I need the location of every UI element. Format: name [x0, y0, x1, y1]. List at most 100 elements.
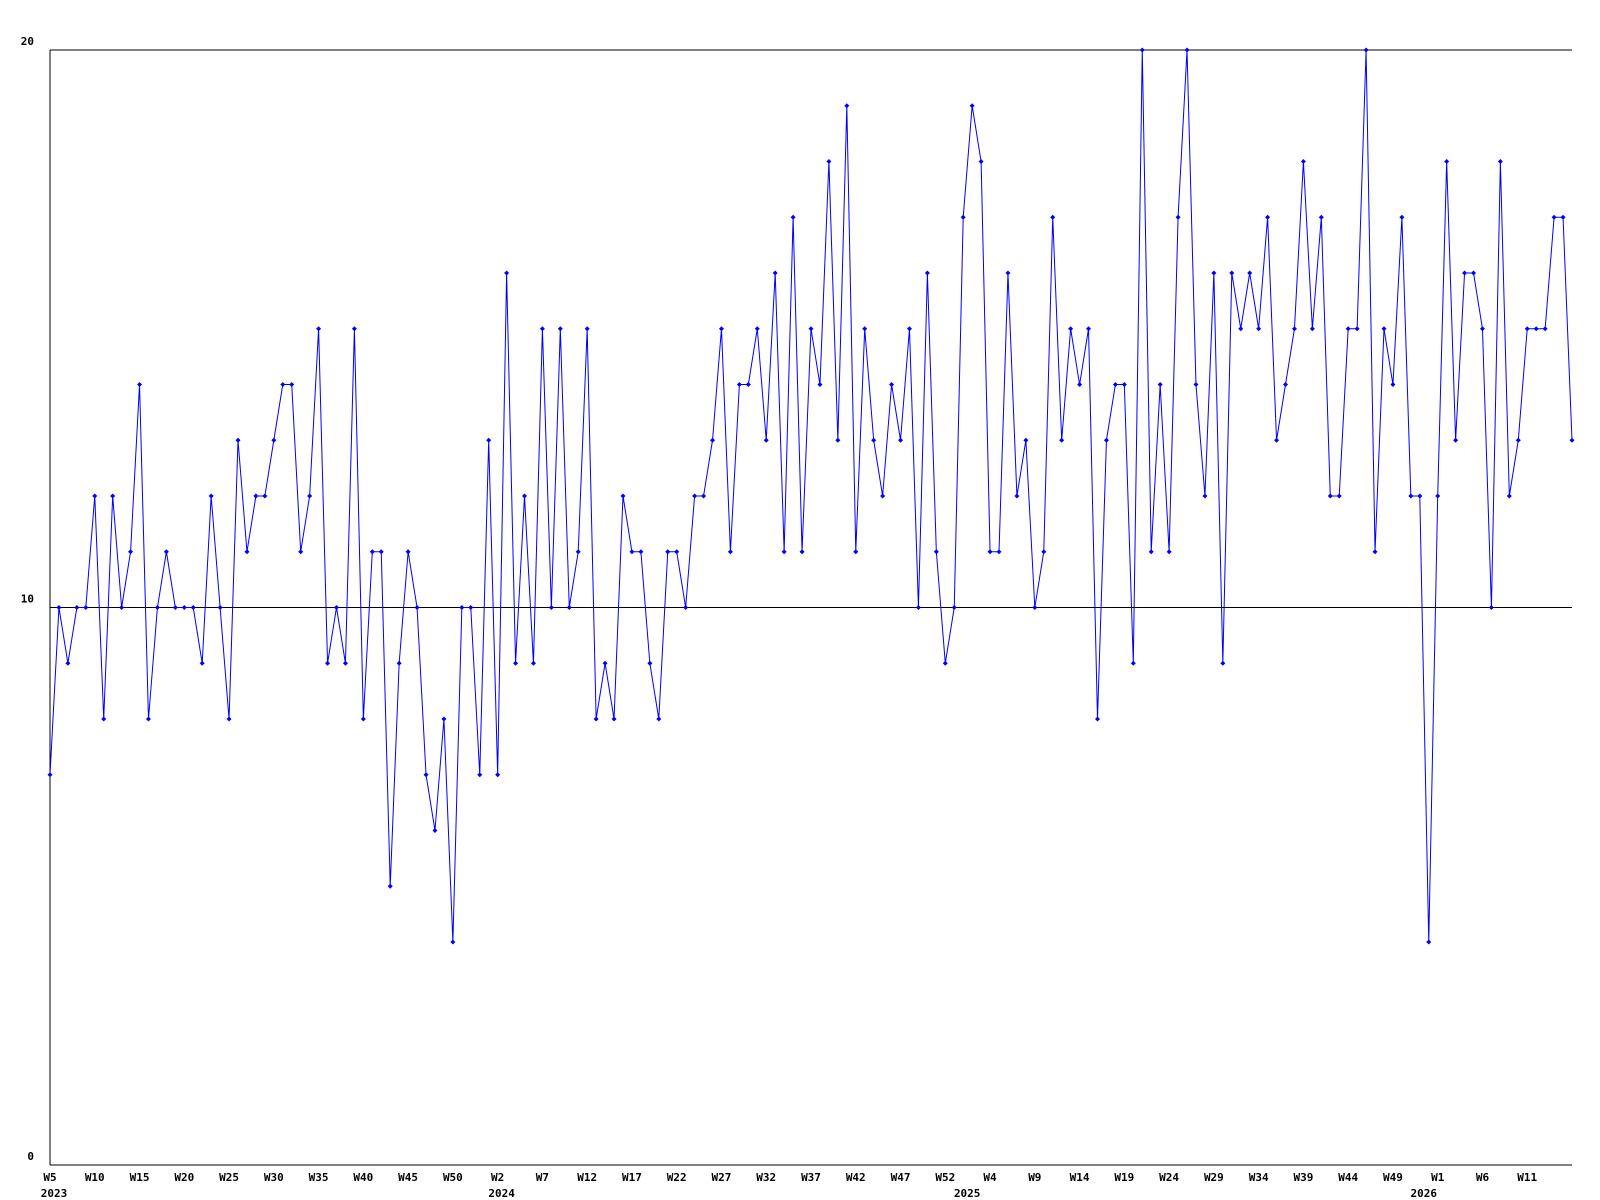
- data-point: [1193, 382, 1199, 387]
- data-point: [566, 605, 572, 610]
- data-point: [378, 549, 384, 555]
- data-point: [1444, 159, 1450, 164]
- data-point: [190, 605, 196, 610]
- data-point: [450, 939, 456, 945]
- data-point: [1309, 326, 1315, 332]
- data-point: [575, 549, 581, 555]
- year-label: 2026: [1411, 1187, 1438, 1200]
- data-point: [1542, 326, 1548, 332]
- data-point: [1265, 214, 1271, 220]
- data-point: [172, 605, 178, 610]
- data-point: [316, 326, 322, 332]
- data-point: [468, 605, 474, 610]
- x-tick-label: W20: [174, 1171, 194, 1184]
- data-point: [799, 549, 805, 555]
- data-point: [1256, 326, 1262, 332]
- y-tick-label: 10: [21, 593, 34, 606]
- data-point: [665, 549, 671, 555]
- data-point: [593, 716, 599, 722]
- data-point: [477, 772, 483, 778]
- data-point: [119, 605, 125, 610]
- data-point: [754, 326, 760, 332]
- data-point: [235, 437, 241, 443]
- data-point: [557, 326, 563, 332]
- data-point: [584, 326, 590, 332]
- data-point: [1274, 437, 1280, 443]
- data-point: [1318, 214, 1324, 220]
- data-point: [1130, 660, 1136, 666]
- data-point: [1372, 549, 1378, 555]
- data-point: [933, 549, 939, 555]
- data-point: [1014, 493, 1020, 499]
- data-point: [271, 437, 277, 443]
- data-point: [1515, 437, 1521, 443]
- data-point: [951, 605, 957, 610]
- x-tick-label: W4: [983, 1171, 997, 1184]
- data-point: [539, 326, 545, 332]
- data-point: [360, 716, 366, 722]
- x-tick-label: W52: [935, 1171, 955, 1184]
- data-point: [369, 549, 375, 555]
- data-point: [1524, 326, 1530, 332]
- x-tick-label: W40: [353, 1171, 373, 1184]
- data-point: [163, 549, 169, 555]
- x-tick-label: W19: [1114, 1171, 1134, 1184]
- x-tick-label: W10: [85, 1171, 105, 1184]
- data-line: [49, 49, 1573, 943]
- year-label: 2025: [954, 1187, 981, 1200]
- x-tick-label: W27: [712, 1171, 732, 1184]
- data-point: [1166, 549, 1172, 555]
- data-point: [208, 493, 214, 499]
- data-point: [432, 828, 438, 833]
- data-point: [459, 605, 465, 610]
- data-point: [1041, 549, 1047, 555]
- data-point: [351, 326, 357, 332]
- data-point: [1354, 326, 1360, 332]
- data-point: [692, 493, 698, 499]
- data-point: [1399, 214, 1405, 220]
- data-point: [513, 660, 519, 666]
- data-point: [1112, 382, 1118, 387]
- data-point: [1426, 939, 1432, 945]
- data-point: [1533, 326, 1539, 332]
- data-point: [602, 660, 608, 666]
- x-tick-label: W14: [1070, 1171, 1090, 1184]
- data-point: [674, 549, 680, 555]
- data-point: [1506, 493, 1512, 499]
- data-point: [1479, 326, 1485, 332]
- data-point: [683, 605, 689, 610]
- year-label: 2023: [41, 1187, 68, 1200]
- data-point: [414, 605, 420, 610]
- x-tick-label: W34: [1249, 1171, 1269, 1184]
- data-point: [137, 382, 143, 387]
- data-point: [504, 270, 510, 276]
- data-point: [1569, 437, 1575, 443]
- data-point: [871, 437, 877, 443]
- x-tick-label: W35: [309, 1171, 329, 1184]
- data-point: [942, 660, 948, 666]
- data-point: [405, 549, 411, 555]
- data-point: [1220, 660, 1226, 666]
- data-point: [1560, 214, 1566, 220]
- data-point: [1408, 493, 1414, 499]
- data-point: [853, 549, 859, 555]
- x-tick-label: W7: [536, 1171, 549, 1184]
- x-tick-label: W37: [801, 1171, 821, 1184]
- data-point: [1363, 47, 1369, 53]
- data-point: [307, 493, 313, 499]
- data-point: [1462, 270, 1468, 276]
- x-tick-label: W15: [130, 1171, 150, 1184]
- x-tick-label: W47: [891, 1171, 911, 1184]
- data-point: [342, 660, 348, 666]
- data-point: [960, 214, 966, 220]
- x-tick-label: W45: [398, 1171, 418, 1184]
- data-point: [781, 549, 787, 555]
- data-point: [889, 382, 895, 387]
- data-point: [181, 605, 187, 610]
- x-tick-label: W44: [1338, 1171, 1358, 1184]
- data-point: [423, 772, 429, 778]
- data-point: [1471, 270, 1477, 276]
- x-tick-label: W30: [264, 1171, 284, 1184]
- data-point: [262, 493, 268, 499]
